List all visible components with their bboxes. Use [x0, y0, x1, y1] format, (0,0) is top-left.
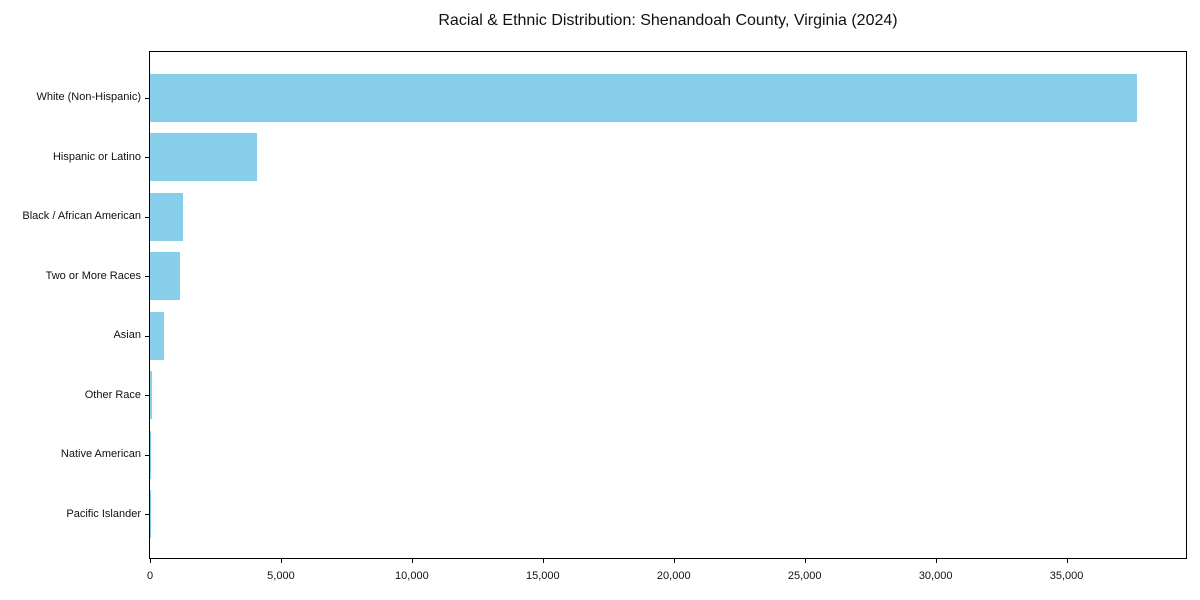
- y-tick-label-native-american: Native American: [60, 448, 141, 460]
- x-tick-mark-15000: [542, 559, 544, 563]
- y-tick-label-hispanic-or-latino: Hispanic or Latino: [52, 150, 141, 163]
- bar-other-race: [150, 371, 153, 419]
- y-tick-label-pacific-islander: Pacific Islander: [66, 507, 141, 520]
- x-tick-label-35000: 35,000: [1049, 570, 1084, 582]
- x-tick-label-15000: 15,000: [525, 570, 560, 582]
- x-tick-label-20000: 20,000: [656, 570, 691, 582]
- bar-two-or-more-races: [150, 252, 181, 300]
- x-tick-mark-10000: [411, 559, 413, 563]
- x-tick-mark-20000: [673, 559, 675, 563]
- y-tick-mark-pacific-islander: [145, 514, 149, 515]
- bar-white-non-hispanic: [150, 73, 1138, 122]
- x-tick-mark-35000: [1066, 559, 1068, 563]
- x-tick-mark-25000: [804, 559, 806, 563]
- y-tick-label-two-or-more-races: Two or More Races: [45, 269, 141, 282]
- y-tick-mark-two-or-more-races: [145, 276, 149, 277]
- x-tick-label-30000: 30,000: [918, 570, 953, 582]
- x-tick-label-10000: 10,000: [395, 570, 429, 582]
- y-tick-mark-black-african-american: [145, 216, 149, 218]
- y-tick-mark-asian: [145, 335, 149, 337]
- y-tick-mark-hispanic-or-latino: [145, 157, 149, 158]
- y-tick-mark-native-american: [145, 454, 149, 456]
- bar-hispanic-or-latino: [150, 133, 257, 181]
- y-tick-label-asian: Asian: [113, 329, 141, 341]
- x-tick-mark-0: [150, 559, 151, 563]
- x-tick-label-0: 0: [146, 570, 154, 582]
- x-tick-label-5000: 5,000: [267, 570, 295, 582]
- bar-asian: [150, 311, 164, 360]
- bar-native-american: [150, 430, 151, 479]
- x-tick-label-25000: 25,000: [787, 570, 822, 582]
- plot-area: [149, 51, 1187, 559]
- y-tick-mark-white-non-hispanic: [145, 97, 149, 99]
- y-tick-label-black-african-american: Black / African American: [22, 210, 141, 222]
- bar-black-african-american: [150, 192, 184, 241]
- x-tick-mark-5000: [280, 559, 282, 563]
- y-tick-label-other-race: Other Race: [84, 388, 141, 401]
- x-tick-mark-30000: [935, 559, 937, 563]
- chart-title: Racial & Ethnic Distribution: Shenandoah…: [438, 12, 898, 29]
- y-tick-label-white-non-hispanic: White (Non-Hispanic): [36, 91, 141, 103]
- y-tick-mark-other-race: [145, 395, 149, 396]
